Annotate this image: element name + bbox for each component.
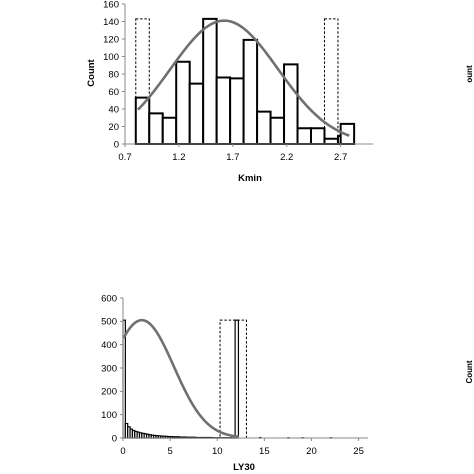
kmin-y-tick-label: 0 [114,139,119,150]
kmin-y-tick-label: 160 [103,0,119,10]
kmin-bar [229,77,245,145]
kmin-bar [242,38,259,145]
kmin-x-axis-label: Kmin [238,173,262,184]
ly30-bars [122,319,333,439]
kmin-x-tick-label: 2.7 [334,152,347,163]
kmin-y-tick-label: 140 [103,17,119,28]
ly30-x-axis-label: LY30 [233,462,255,473]
kmin-y-tick-label: 40 [108,104,119,115]
ly30-x-tick-label: 0 [120,446,125,457]
ly30-bar [234,319,240,439]
ly30-x-tick-labels: 0 5 10 15 20 25 [120,446,364,457]
kmin-bar [188,82,205,145]
kmin-y-axis-label: Count [86,58,97,86]
kmin-x-tick-label: 2.2 [280,152,293,163]
kmin-y-tick-label: 100 [103,52,119,63]
kmin-x-tick-label: 1.2 [172,152,185,163]
kmin-dashed-bin [323,18,339,145]
kmin-bar [148,112,164,145]
kmin-fit-curve [137,19,350,137]
ly30-x-tick-label: 5 [167,446,172,457]
ly30-x-tick-label: 20 [306,446,317,457]
ly30-fit-curve [122,318,240,439]
kmin-bar [283,63,299,145]
kmin-bar [256,110,272,145]
ly30-x-tick-label: 25 [353,446,364,457]
kmin-y-tick-label: 120 [103,34,119,45]
ly30-y-tick-label: 300 [101,363,117,374]
kmin-y-tick-labels: 0 20 40 60 80 100 120 140 160 [103,0,119,150]
kmin-bar [202,17,218,145]
kmin-y-tick-label: 60 [108,87,119,98]
kmin-y-tick-label: 80 [108,69,119,80]
kmin-bar [323,137,339,145]
kmin-bar [269,116,286,145]
kmin-bar [310,127,326,145]
kmin-dashed-bins [135,18,339,145]
ly30-dashed-bins [219,319,247,439]
ly30-dashed-bin [219,319,247,439]
kmin-y-tick-label: 20 [108,122,119,133]
ly30-x-tick-label: 15 [259,446,270,457]
ly30-y-tick-label: 0 [112,433,117,444]
kmin-dashed-bin [135,18,150,145]
ly30-y-tick-label: 600 [101,293,117,304]
kmin-bar [296,127,312,145]
kmin-x-tick-labels: 0.7 1.2 1.7 2.2 2.7 [118,152,347,163]
ly30-y-tick-labels: 0 100 200 300 400 500 600 [101,293,117,444]
kmin-x-tick-label: 1.7 [226,152,239,163]
kmin-x-tick-label: 0.7 [118,152,131,163]
kmin-bar [175,60,191,145]
ly30-histogram: 0 100 200 300 400 500 600 0 5 10 15 20 25 LY30 [101,293,368,473]
ly30-y-tick-label: 400 [101,340,117,351]
edge-fragment-upper: ount [465,65,474,83]
kmin-histogram: 0 20 40 60 80 100 120 140 160 0.7 1.2 1.7 2.2 2.7 Km… [86,0,373,184]
ly30-y-tick-label: 100 [101,410,117,421]
kmin-bars [134,17,356,145]
ly30-y-tick-label: 500 [101,317,117,328]
ly30-y-tick-label: 200 [101,387,117,398]
kmin-axes [122,3,373,147]
ly30-x-tick-label: 10 [212,446,223,457]
kmin-bar [215,76,232,145]
edge-fragment-lower: Count [465,360,474,383]
ly30-axes [120,297,368,441]
kmin-bar [161,116,178,145]
